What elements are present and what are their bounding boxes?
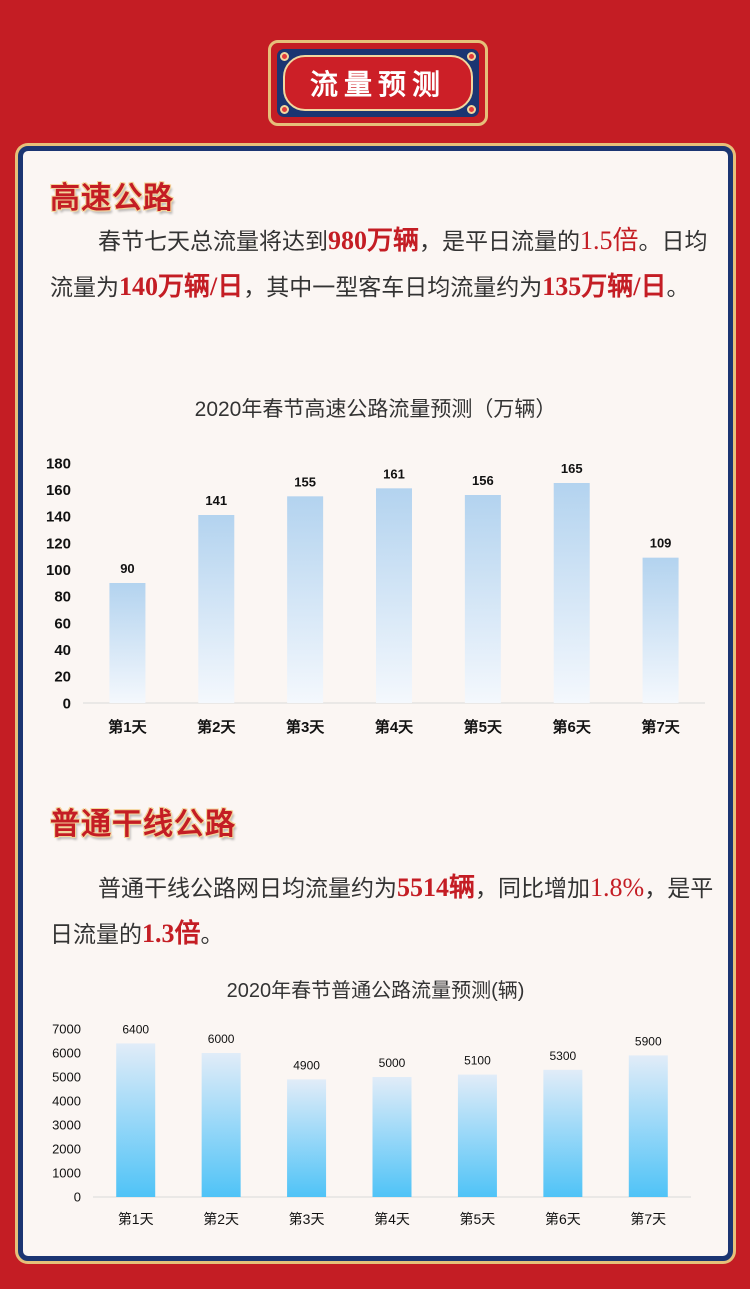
plaque-inner: 流量预测 — [283, 55, 473, 111]
x-tick-label: 第6天 — [545, 1211, 581, 1227]
highway-heading: 高速公路 — [50, 181, 174, 216]
data-label: 161 — [383, 466, 405, 481]
corner-dot-icon — [280, 105, 289, 114]
data-label: 156 — [472, 473, 494, 488]
y-tick-label: 3000 — [52, 1118, 81, 1133]
y-tick-label: 80 — [54, 589, 71, 606]
highway-chart-title: 2020年春节高速公路流量预测（万辆） — [194, 398, 557, 421]
x-tick-label: 第7天 — [641, 718, 680, 736]
data-label: 5100 — [464, 1054, 491, 1068]
highway-value-daily: 140万辆/日 — [119, 272, 244, 301]
highway-value-ratio: 1.5倍 — [580, 226, 639, 255]
road-heading: 普通干线公路 — [50, 807, 236, 842]
bar — [464, 495, 501, 703]
corner-dot-icon — [280, 52, 289, 61]
x-tick-label: 第5天 — [460, 1211, 496, 1227]
page-title: 流量预测 — [309, 68, 446, 101]
road-chart: 0 1000 2000 3000 4000 5000 6000 7000 6400 第1天 6000… — [52, 1022, 691, 1227]
y-tick-label: 120 — [46, 535, 71, 552]
highway-text-4: ，其中一型客车日均流量约为 — [243, 274, 543, 300]
road-value-growth: 1.8% — [590, 873, 645, 902]
data-label: 141 — [205, 493, 227, 508]
data-label: 4900 — [293, 1058, 320, 1072]
highway-paragraph: 春节七天总流量将达到980万辆，是平日流量的1.5倍。日均流量为140万辆/日，… — [50, 218, 716, 310]
data-label: 155 — [294, 474, 316, 489]
bar — [553, 483, 590, 703]
x-tick-label: 第4天 — [375, 718, 414, 736]
road-text-3: ，是平日流量的 — [50, 875, 714, 947]
x-tick-label: 第3天 — [289, 1211, 325, 1227]
corner-dot-icon — [467, 105, 476, 114]
y-tick-label: 7000 — [52, 1022, 81, 1037]
bar — [201, 1053, 241, 1197]
road-chart-title: 2020年春节普通公路流量预测(辆) — [226, 980, 525, 1002]
y-tick-label: 20 — [54, 669, 71, 686]
y-tick-label: 160 — [46, 482, 71, 499]
plaque-frame: 流量预测 — [277, 49, 479, 117]
content-card: 高速公路 春节七天总流量将达到980万辆，是平日流量的1.5倍。日均流量为140… — [18, 146, 733, 1261]
bar — [287, 1079, 327, 1197]
highway-text-1: 春节七天总流量将达到 — [98, 228, 328, 254]
title-plaque: 流量预测 — [268, 40, 488, 126]
road-value-ratio: 1.3倍 — [142, 919, 201, 948]
bar — [543, 1069, 583, 1197]
bar — [372, 1077, 412, 1197]
y-tick-label: 180 — [46, 455, 71, 472]
road-text-2: ，同比增加 — [475, 875, 591, 901]
road-paragraph: 普通干线公路网日均流量约为5514辆，同比增加1.8%，是平日流量的1.3倍。 — [50, 865, 716, 957]
bar — [116, 1043, 156, 1197]
highway-text-2: ，是平日流量的 — [419, 228, 581, 254]
data-label: 5000 — [379, 1056, 406, 1070]
data-label: 165 — [561, 461, 583, 476]
y-tick-label: 100 — [46, 562, 71, 579]
y-tick-label: 0 — [63, 695, 71, 712]
y-tick-label: 6000 — [52, 1046, 81, 1061]
y-tick-label: 0 — [74, 1190, 81, 1205]
x-tick-label: 第1天 — [108, 718, 147, 736]
bar — [376, 488, 412, 703]
x-tick-label: 第1天 — [118, 1211, 154, 1227]
data-label: 5300 — [550, 1049, 577, 1063]
y-tick-label: 1000 — [52, 1166, 81, 1181]
highway-value-total: 980万辆 — [328, 226, 420, 255]
bar — [628, 1055, 668, 1197]
y-tick-label: 140 — [46, 509, 71, 526]
highway-text-5: 。 — [666, 274, 690, 300]
y-tick-label: 2000 — [52, 1142, 81, 1157]
bar — [642, 557, 679, 703]
bar — [198, 515, 235, 703]
y-tick-label: 5000 — [52, 1070, 81, 1085]
bar — [457, 1074, 497, 1197]
y-tick-label: 60 — [54, 615, 71, 632]
data-label: 90 — [120, 561, 134, 576]
highway-value-car: 135万辆/日 — [542, 272, 667, 301]
x-tick-label: 第7天 — [630, 1211, 666, 1227]
highway-text-3: 。日均流量为 — [50, 228, 708, 300]
x-tick-label: 第3天 — [286, 718, 325, 736]
data-label: 6000 — [208, 1032, 235, 1046]
x-tick-label: 第2天 — [203, 1211, 239, 1227]
x-tick-label: 第4天 — [374, 1211, 410, 1227]
x-tick-label: 第6天 — [553, 718, 592, 736]
x-tick-label: 第2天 — [197, 718, 236, 736]
corner-dot-icon — [467, 52, 476, 61]
road-text-4: 。 — [200, 921, 224, 947]
x-tick-label: 第5天 — [464, 718, 503, 736]
bar — [109, 583, 146, 703]
road-value-daily: 5514辆 — [397, 873, 476, 902]
y-tick-label: 40 — [54, 642, 71, 659]
highway-chart: 0 20 40 60 80 100 120 140 160 180 90 第1天 141 第2天 155 第3… — [46, 455, 705, 736]
road-text-1: 普通干线公路网日均流量约为 — [98, 875, 397, 901]
data-label: 5900 — [635, 1034, 662, 1048]
data-label: 6400 — [122, 1022, 149, 1036]
bar — [287, 496, 324, 703]
y-tick-label: 4000 — [52, 1094, 81, 1109]
data-label: 109 — [650, 536, 672, 551]
